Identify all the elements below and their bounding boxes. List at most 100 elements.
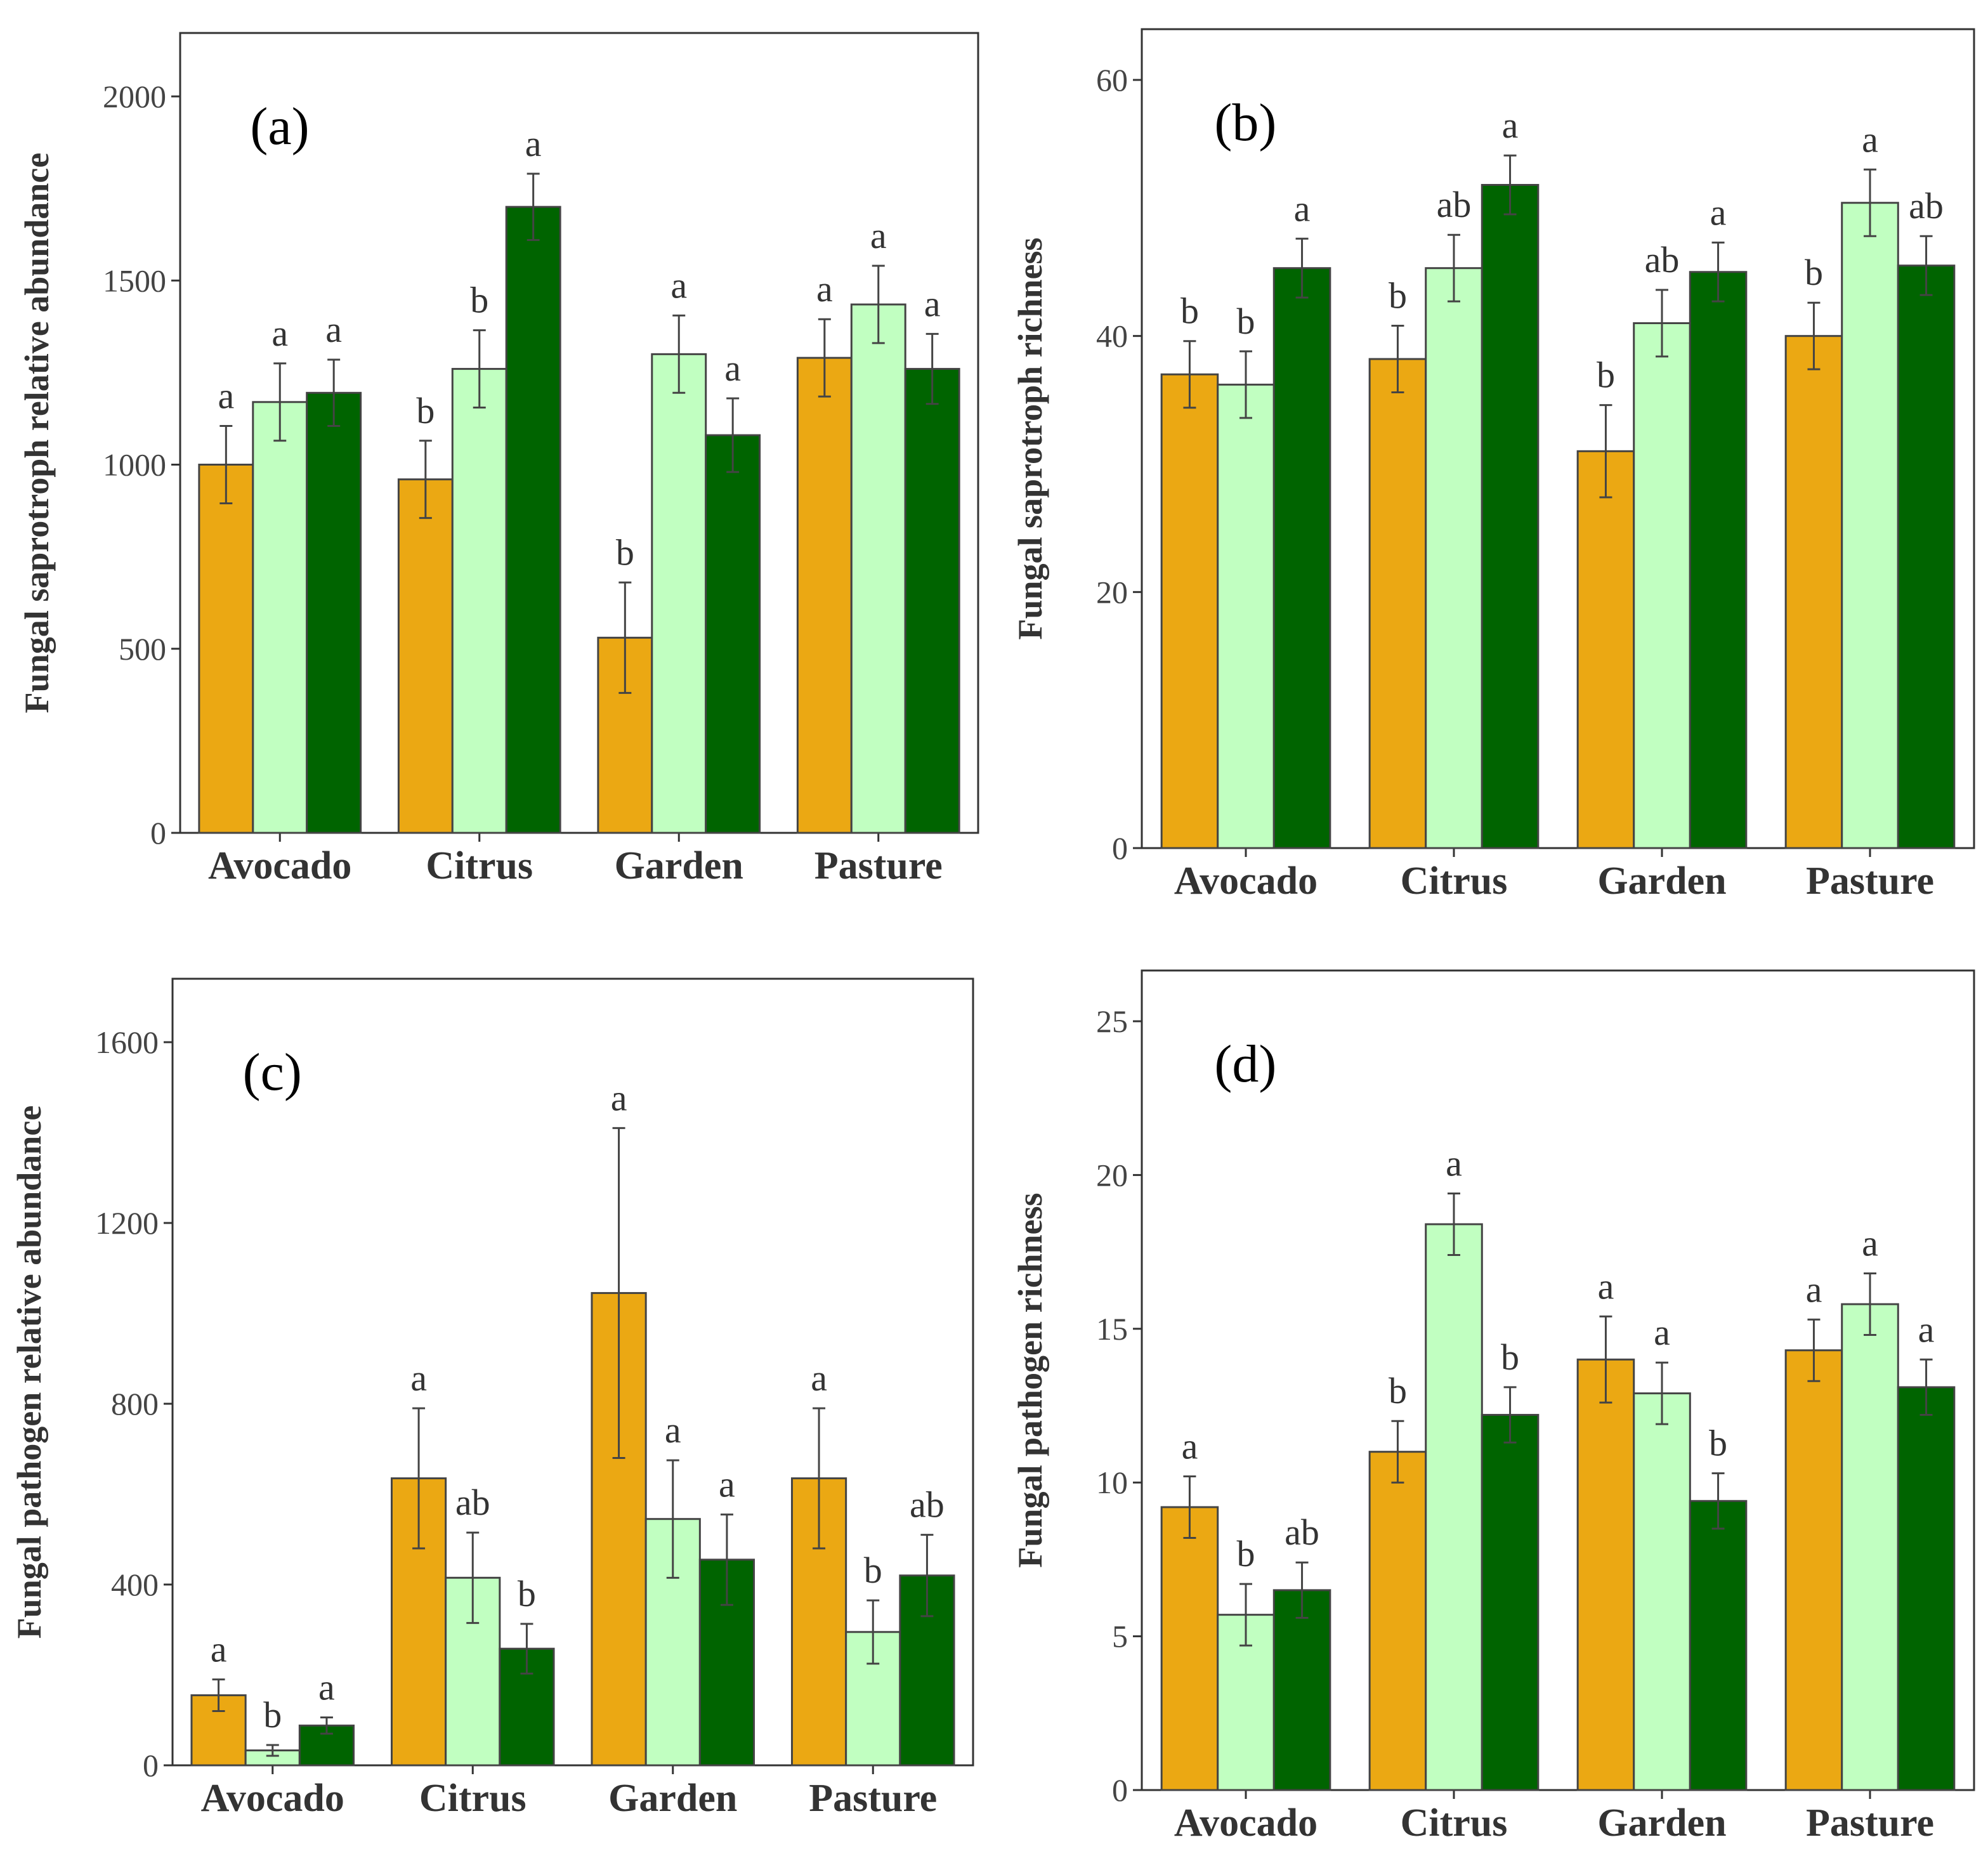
panel-c-y-tick-label: 400 [111, 1567, 159, 1602]
panel-b-significance-letter: b [1389, 275, 1407, 317]
panel-d-bar-series3 [1481, 1414, 1540, 1791]
panel-d-category-label: Citrus [1401, 1801, 1508, 1845]
panel-c-y-tick-label: 0 [143, 1748, 159, 1783]
panel-b-label: (b) [1214, 93, 1276, 152]
panel-a-category-label: Avocado [208, 844, 351, 887]
panel-a-significance-letter: a [870, 215, 887, 256]
panel-b-significance-letter: ab [1437, 184, 1472, 225]
panel-c-significance-letter: b [263, 1694, 282, 1736]
panel-b-significance-letter: b [1180, 291, 1199, 332]
panel-d-bar-series3 [1272, 1589, 1331, 1791]
panel-c-category-label: Garden [608, 1777, 737, 1820]
panel-a-significance-letter: a [525, 123, 542, 164]
panel-a-significance-letter: a [924, 283, 941, 324]
panel-c: (c) Fungal pathogen relative abundance 0… [10, 977, 974, 1820]
panel-b-y-tick-label: 40 [1096, 318, 1128, 354]
panel-b-bar-series1 [1784, 335, 1843, 849]
panel-c-significance-letter: a [611, 1077, 627, 1118]
panel-a-significance-letter: a [724, 348, 741, 389]
panel-d-y-tick-label: 5 [1112, 1619, 1128, 1654]
panel-d-bar-series3 [1897, 1386, 1956, 1791]
panel-d-significance-letter: a [1598, 1265, 1614, 1307]
panel-c-bar-series1 [390, 1477, 447, 1767]
panel-d-significance-letter: ab [1285, 1512, 1319, 1553]
panel-a-significance-letter: a [325, 309, 342, 350]
panel-d-significance-letter: b [1237, 1533, 1255, 1574]
panel-d-y-tick-label: 15 [1096, 1311, 1128, 1347]
panel-b-category-label: Citrus [1401, 860, 1508, 903]
panel-a-bar-series3 [505, 206, 561, 834]
panel-d-bar-series3 [1689, 1500, 1748, 1791]
panel-d-significance-letter: a [1918, 1309, 1935, 1350]
panel-d-bar-series2 [1633, 1392, 1691, 1791]
panel-d-significance-letter: a [1806, 1269, 1822, 1310]
panel-b-y-tick-label: 0 [1112, 830, 1128, 866]
panel-d-y-tick-label: 25 [1096, 1003, 1128, 1039]
panel-a-category-label: Garden [615, 844, 743, 887]
panel-c-significance-letter: a [811, 1357, 827, 1399]
panel-c-significance-letter: a [318, 1666, 335, 1708]
panel-d-bar-series1 [1160, 1506, 1219, 1791]
panel-a-significance-letter: b [470, 280, 488, 321]
panel-c-y-tick-label: 1200 [95, 1205, 159, 1241]
panel-c-label: (c) [243, 1043, 302, 1102]
panel-b-category-label: Avocado [1174, 860, 1318, 903]
panel-b-significance-letter: b [1237, 301, 1255, 342]
panel-b-significance-letter: a [1502, 105, 1519, 146]
panel-c-category-label: Pasture [809, 1777, 937, 1820]
panel-d-significance-letter: b [1501, 1337, 1519, 1378]
panel-d-category-label: Avocado [1174, 1801, 1318, 1845]
panel-a-bar-series2 [850, 303, 906, 834]
panel-c-significance-letter: a [665, 1409, 681, 1451]
panel-c-significance-letter: a [410, 1357, 427, 1399]
panel-a: (a) Fungal saprotroph relative abundance… [18, 32, 979, 887]
panel-a-significance-letter: a [816, 268, 833, 310]
panel-a-significance-letter: a [670, 265, 687, 306]
panel-a-bar-series1 [397, 478, 454, 834]
panel-d-y-tick-label: 0 [1112, 1772, 1128, 1808]
panel-a-bar-series1 [198, 464, 254, 834]
panel-d-bar-series2 [1425, 1223, 1483, 1791]
panel-a-y-tick-label: 1000 [103, 447, 166, 483]
panel-d-bar-series1 [1784, 1349, 1843, 1791]
panel-a-frame [179, 32, 979, 834]
panel-b-significance-letter: a [1862, 119, 1878, 160]
panel-d-significance-letter: a [1182, 1426, 1198, 1467]
panel-b: (b) Fungal saprotroph richness 0 20 40 60 Av… [1011, 28, 1975, 903]
panel-c-significance-letter: b [864, 1550, 882, 1591]
panel-d-y-axis-title: Fungal pathogen richness [1011, 1193, 1049, 1567]
panel-b-bar-series1 [1576, 450, 1635, 849]
panel-b-bar-series3 [1897, 265, 1956, 849]
panel-d-significance-letter: a [1446, 1142, 1462, 1184]
panel-d-significance-letter: a [1862, 1223, 1878, 1264]
panel-b-significance-letter: a [1710, 192, 1727, 233]
panel-a-bar-series2 [651, 353, 707, 834]
panel-b-frame [1141, 28, 1975, 849]
panel-a-bar-series3 [306, 391, 362, 834]
panel-b-significance-letter: ab [1909, 185, 1944, 226]
panel-c-category-label: Citrus [419, 1777, 526, 1820]
panel-b-significance-letter: a [1294, 188, 1311, 229]
panel-d-frame [1141, 969, 1975, 1791]
panel-a-bar-series3 [705, 434, 761, 834]
panel-b-significance-letter: b [1805, 252, 1823, 293]
panel-c-significance-letter: b [518, 1573, 536, 1614]
panel-a-category-label: Pasture [814, 844, 943, 887]
panel-d-bar-series1 [1368, 1451, 1427, 1791]
panel-b-bar-series2 [1217, 383, 1275, 849]
panel-c-significance-letter: a [211, 1629, 227, 1670]
panel-a-y-tick-label: 2000 [103, 79, 166, 114]
panel-c-y-axis-title: Fungal pathogen relative abundance [10, 1106, 48, 1639]
panel-a-significance-letter: a [271, 313, 288, 354]
panel-d-label: (d) [1214, 1035, 1276, 1094]
panel-c-significance-letter: a [719, 1464, 735, 1505]
panel-d-y-tick-label: 10 [1096, 1465, 1128, 1500]
panel-c-category-label: Avocado [201, 1777, 344, 1820]
panel-a-category-label: Citrus [426, 844, 533, 887]
panel-a-y-axis-title: Fungal saprotroph relative abundance [18, 153, 56, 714]
panel-b-category-label: Pasture [1806, 860, 1934, 903]
panel-b-y-tick-label: 20 [1096, 574, 1128, 610]
panel-a-significance-letter: a [218, 376, 234, 417]
panel-a-y-tick-label: 500 [119, 631, 166, 667]
